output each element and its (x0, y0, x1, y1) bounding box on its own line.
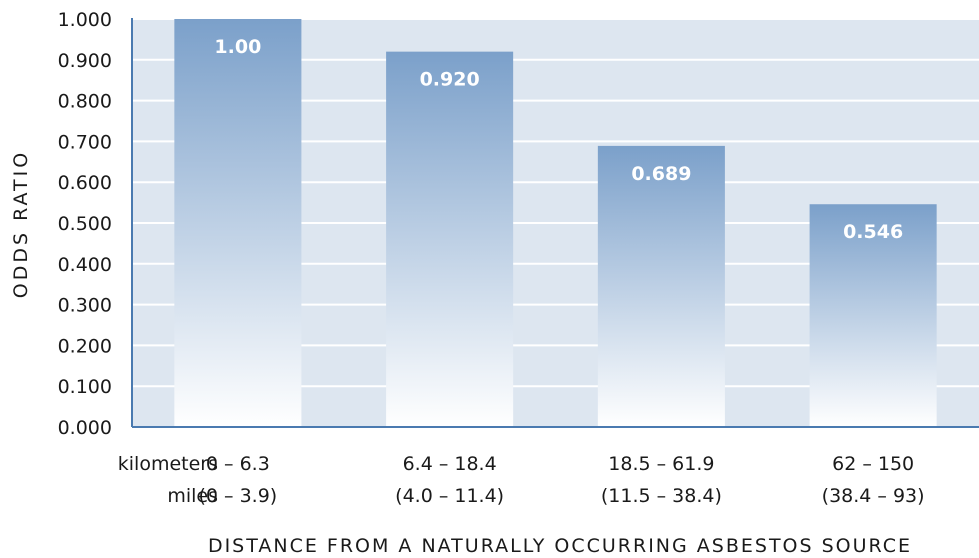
x-category-miles-label: (4.0 – 11.4) (395, 485, 504, 507)
y-tick-label: 0.900 (58, 50, 112, 72)
axes (131, 18, 979, 428)
bar-value-label: 0.546 (843, 221, 903, 243)
x-category-km-label: 18.5 – 61.9 (608, 453, 714, 475)
y-tick-label: 0.600 (58, 172, 112, 194)
bar (386, 51, 514, 427)
bar-value-label: 1.00 (214, 36, 261, 58)
x-category-labels: kilometers miles 0 – 6.3 (0 – 3.9) 6.4 – 18.… (118, 453, 925, 507)
x-category-km-label: 62 – 150 (832, 453, 914, 475)
y-tick-label: 0.700 (58, 131, 112, 153)
bar-value-label: 0.689 (631, 163, 691, 185)
row-label-kilometers: kilometers (118, 453, 218, 475)
y-tick-label: 0.000 (58, 417, 112, 439)
x-category-km-label: 6.4 – 18.4 (403, 453, 497, 475)
y-tick-labels: 0.000 0.100 0.200 0.300 0.400 0.500 0.600 0.700… (58, 9, 112, 439)
y-tick-label: 0.300 (58, 295, 112, 317)
bar (809, 204, 937, 427)
y-tick-label: 0.100 (58, 376, 112, 398)
x-category-km-label: 0 – 6.3 (206, 453, 270, 475)
y-axis-label: ODDS RATIO (10, 150, 32, 298)
bars: 1.00 0.920 0.689 0.546 (174, 19, 937, 427)
bar (597, 145, 725, 427)
x-category-miles-label: (0 – 3.9) (199, 485, 278, 507)
y-tick-label: 0.400 (58, 254, 112, 276)
row-label-miles: miles (167, 485, 218, 507)
y-tick-label: 0.500 (58, 213, 112, 235)
bar-value-label: 0.920 (420, 69, 480, 91)
x-category-miles-label: (38.4 – 93) (822, 485, 925, 507)
x-category-miles-label: (11.5 – 38.4) (601, 485, 722, 507)
x-axis-label: DISTANCE FROM A NATURALLY OCCURRING ASBE… (208, 535, 912, 554)
bar (174, 19, 302, 427)
y-tick-label: 0.800 (58, 91, 112, 113)
y-tick-label: 1.000 (58, 9, 112, 31)
y-tick-label: 0.200 (58, 335, 112, 357)
